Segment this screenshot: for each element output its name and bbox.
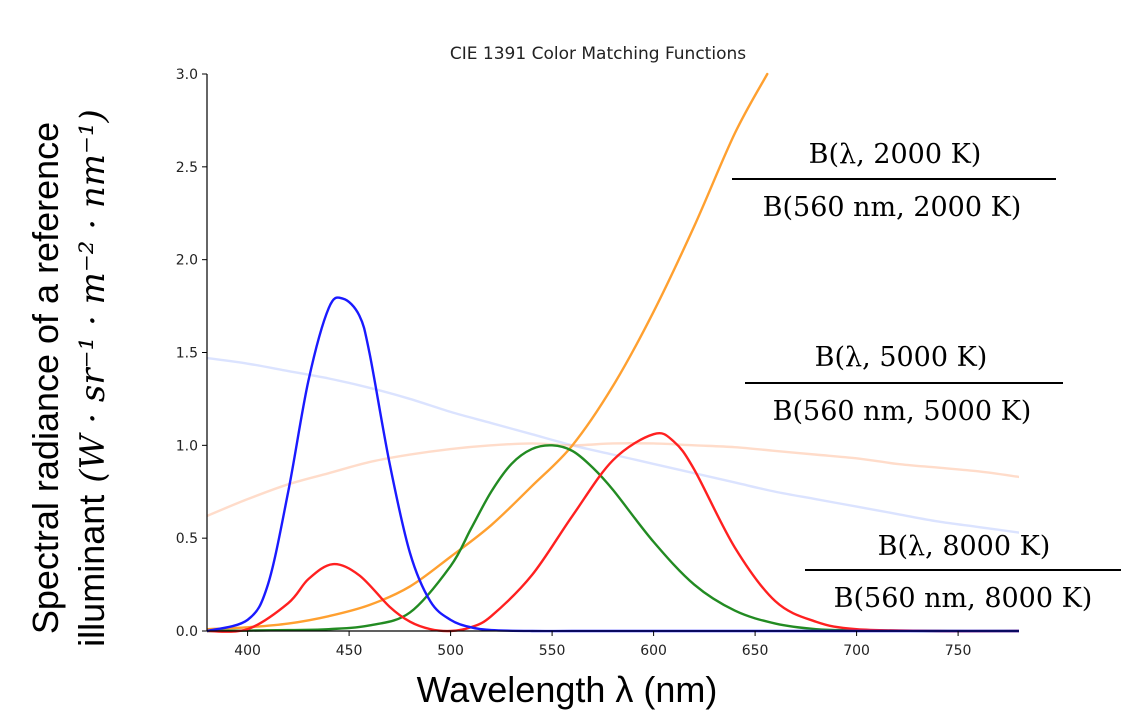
y-axis-label-line2-text: illuminant [71, 495, 112, 647]
red-cmf-line [207, 432, 1019, 633]
x-tick-label: 700 [843, 643, 870, 659]
annotation-2000k: B(λ, 2000 K) B(560 nm, 2000 K) [732, 139, 1056, 223]
blackbody-5000k-line [207, 442, 1019, 518]
y-tick-label: 1.5 [176, 346, 198, 362]
x-tick-label: 450 [336, 643, 363, 659]
y-axis-label: Spectral radiance of a reference [25, 122, 66, 634]
annotation-2000k-numerator: B(λ, 2000 K) [809, 139, 982, 170]
annotation-2000k-denominator: B(560 nm, 2000 K) [763, 192, 1022, 223]
green-cmf-line [207, 444, 1019, 633]
x-axis-label: Wavelength λ (nm) [417, 669, 718, 710]
x-tick-label: 650 [742, 643, 769, 659]
annotation-8000k-denominator: B(560 nm, 8000 K) [834, 583, 1093, 614]
blackbody-8000k-line [207, 356, 1019, 534]
annotation-5000k-denominator: B(560 nm, 5000 K) [773, 396, 1032, 427]
annotation-8000k: B(λ, 8000 K) B(560 nm, 8000 K) [805, 531, 1121, 614]
series-layer [207, 72, 1019, 633]
y-tick-label: 3.0 [176, 67, 198, 83]
x-tick-label: 500 [437, 643, 464, 659]
x-tick-label: 550 [539, 643, 566, 659]
y-tick-label: 0.5 [176, 531, 198, 547]
y-tick-label: 1.0 [176, 438, 198, 454]
axes-layer: 0.0 0.5 1.0 1.5 2.0 2.5 3.0 400 450 500 550 600 650 7… [176, 67, 1019, 659]
x-tick-label: 750 [945, 643, 972, 659]
y-tick-label: 0.0 [176, 624, 198, 640]
y-axis-label-line1: Spectral radiance of a reference [25, 122, 66, 634]
x-tick-label: 600 [640, 643, 667, 659]
chart-title: CIE 1391 Color Matching Functions [450, 44, 746, 64]
y-axis-label-2: illuminant (W · sr⁻¹ · m⁻² · nm⁻¹) [71, 109, 113, 647]
annotation-5000k-numerator: B(λ, 5000 K) [815, 342, 988, 373]
blackbody-2000k-line [207, 72, 769, 631]
annotation-8000k-numerator: B(λ, 8000 K) [878, 531, 1051, 562]
x-tick-label: 400 [234, 643, 261, 659]
annotation-5000k: B(λ, 5000 K) B(560 nm, 5000 K) [745, 342, 1063, 427]
y-tick-label: 2.5 [176, 160, 198, 176]
y-axis-label-line2: illuminant (W · sr⁻¹ · m⁻² · nm⁻¹) [71, 109, 113, 647]
y-axis-label-units: (W · sr⁻¹ · m⁻² · nm⁻¹) [73, 109, 113, 483]
y-tick-label: 2.0 [176, 253, 198, 269]
